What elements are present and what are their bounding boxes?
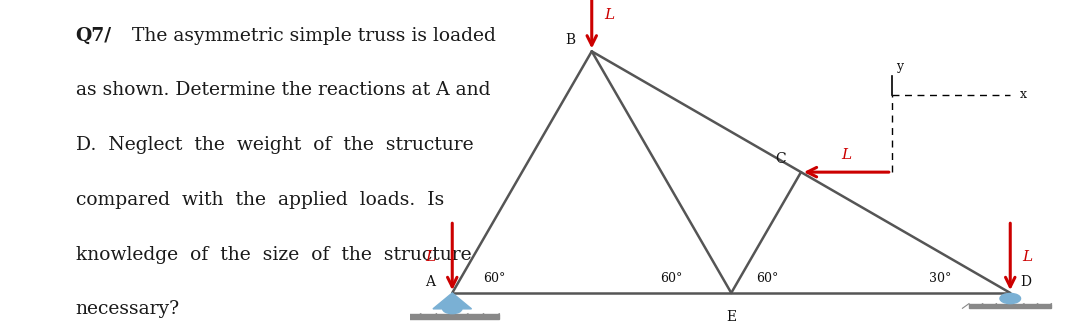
Circle shape: [443, 304, 462, 314]
Text: L: L: [1023, 250, 1032, 264]
Text: C: C: [775, 152, 786, 166]
Text: B: B: [565, 33, 575, 47]
Text: 60°: 60°: [483, 272, 505, 285]
Polygon shape: [405, 314, 499, 319]
Circle shape: [1000, 293, 1021, 304]
Text: 30°: 30°: [929, 272, 951, 285]
Polygon shape: [969, 304, 1052, 308]
Polygon shape: [433, 293, 472, 309]
Text: L: L: [426, 250, 435, 264]
Text: Q7/: Q7/: [76, 27, 111, 44]
Text: necessary?: necessary?: [76, 300, 179, 318]
Text: compared  with  the  applied  loads.  Is: compared with the applied loads. Is: [76, 191, 444, 209]
Text: 60°: 60°: [660, 272, 683, 285]
Text: knowledge  of  the  size  of  the  structure: knowledge of the size of the structure: [76, 246, 471, 264]
Text: The asymmetric simple truss is loaded: The asymmetric simple truss is loaded: [132, 27, 496, 44]
Text: D.  Neglect  the  weight  of  the  structure: D. Neglect the weight of the structure: [76, 136, 473, 154]
Text: y: y: [896, 60, 903, 73]
Text: x: x: [1021, 88, 1027, 101]
Text: D: D: [1021, 275, 1031, 289]
Text: A: A: [426, 275, 435, 289]
Text: E: E: [726, 309, 737, 324]
Text: as shown. Determine the reactions at A and: as shown. Determine the reactions at A a…: [76, 81, 490, 99]
Text: L: L: [604, 8, 613, 22]
Text: L: L: [841, 148, 851, 162]
Text: 60°: 60°: [756, 272, 779, 285]
